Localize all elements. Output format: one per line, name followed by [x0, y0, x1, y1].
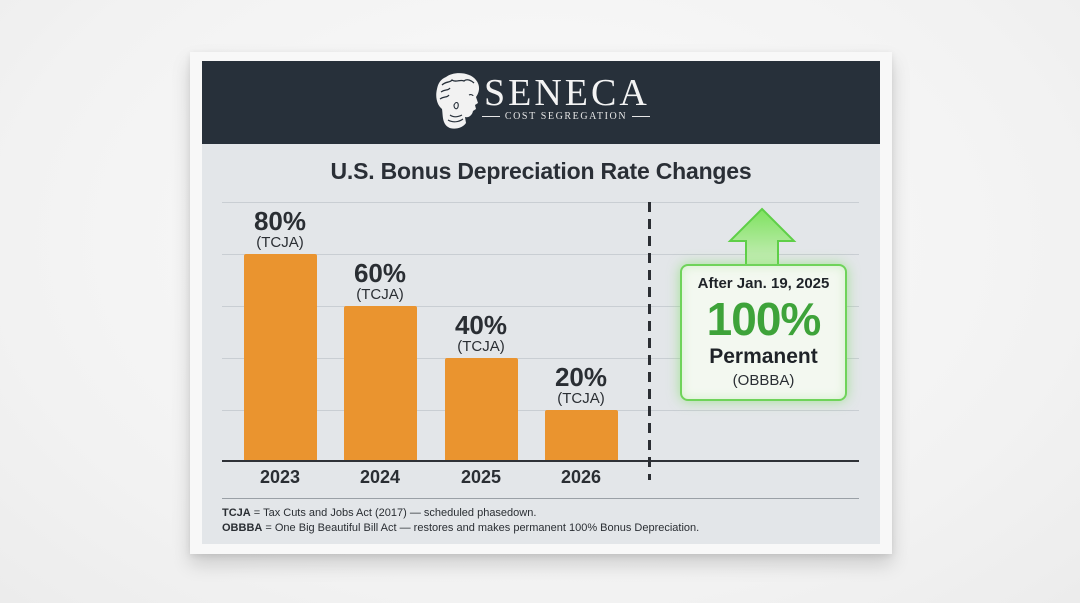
bar-2023	[244, 254, 317, 461]
x-label-2023: 2023	[259, 467, 301, 487]
gridline-60	[222, 306, 859, 307]
footnote-text: = Tax Cuts and Jobs Act (2017) — schedul…	[250, 507, 537, 519]
callout-date: After Jan. 19, 2025	[697, 275, 830, 292]
footnote-abbr: OBBBA	[222, 522, 263, 534]
dashed-divider	[648, 202, 651, 480]
callout-value: 100%	[706, 293, 822, 345]
brand-name: SENECA	[484, 72, 650, 114]
bar-value-2023: 80%	[253, 206, 307, 236]
callout-label: Permanent	[709, 345, 818, 368]
callout-box	[680, 264, 847, 401]
bar-sublabel-2023: (TCJA)	[256, 234, 304, 251]
footnote-text: = One Big Beautiful Bill Act — restores …	[262, 522, 700, 534]
footnote-divider	[222, 498, 859, 499]
bar-2025	[445, 358, 518, 461]
gridline-40	[222, 358, 859, 359]
x-label-2026: 2026	[560, 467, 602, 487]
x-label-2024: 2024	[359, 467, 401, 487]
gridline-100	[222, 202, 859, 203]
brand-tagline-text: COST SEGREGATION	[504, 111, 628, 122]
footnote-abbr: TCJA	[222, 507, 251, 519]
classical-bust-icon	[436, 73, 480, 129]
brand-header	[202, 61, 880, 144]
bar-sublabel-2026: (TCJA)	[557, 390, 605, 407]
x-axis-baseline	[222, 460, 859, 462]
footnote-obbba: OBBBA = One Big Beautiful Bill Act — res…	[222, 522, 699, 534]
callout-source: (OBBBA)	[732, 372, 795, 389]
gridline-80	[222, 254, 859, 255]
chart-title: U.S. Bonus Depreciation Rate Changes	[330, 158, 752, 184]
bar-2026	[545, 410, 618, 461]
bar-sublabel-2025: (TCJA)	[457, 338, 505, 355]
bar-value-2025: 40%	[454, 310, 508, 340]
bar-value-2026: 20%	[554, 362, 608, 392]
gridline-20	[222, 410, 859, 411]
brand-tagline: COST SEGREGATION	[482, 111, 650, 122]
tagline-rule-left	[482, 116, 500, 117]
bar-2024	[344, 306, 417, 461]
x-label-2025: 2025	[460, 467, 502, 487]
bar-value-2024: 60%	[353, 258, 407, 288]
up-arrow-icon	[727, 207, 797, 267]
tagline-rule-right	[632, 116, 650, 117]
bar-sublabel-2024: (TCJA)	[356, 286, 404, 303]
footnote-tcja: TCJA = Tax Cuts and Jobs Act (2017) — sc…	[222, 507, 536, 519]
